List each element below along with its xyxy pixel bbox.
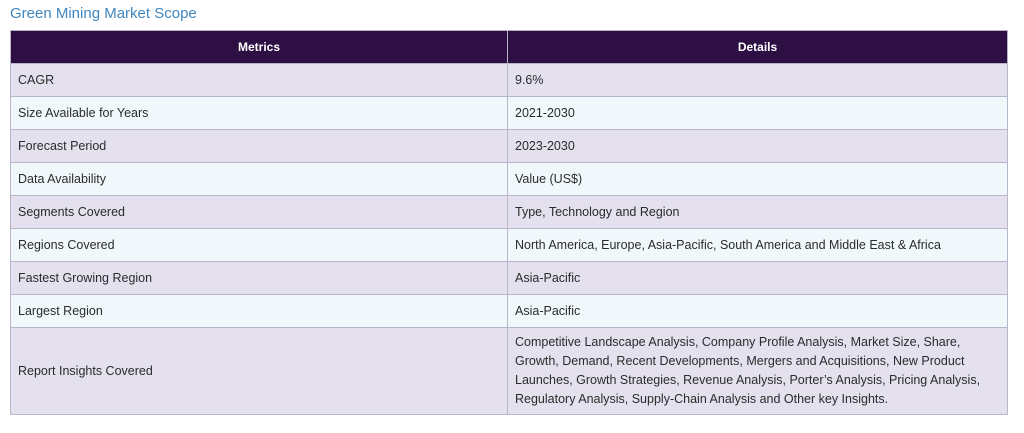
metric-cell: CAGR [10, 63, 508, 97]
metric-cell: Size Available for Years [10, 96, 508, 130]
metric-cell: Forecast Period [10, 129, 508, 163]
table-row-forecast-period: Forecast Period 2023-2030 [10, 129, 1008, 163]
table-row-fastest-growing-region: Fastest Growing Region Asia-Pacific [10, 261, 1008, 295]
table-row-segments-covered: Segments Covered Type, Technology and Re… [10, 195, 1008, 229]
table-row-report-insights: Report Insights Covered Competitive Land… [10, 327, 1008, 415]
detail-cell: Asia-Pacific [507, 261, 1008, 295]
metric-cell: Regions Covered [10, 228, 508, 262]
table-row-size-available: Size Available for Years 2021-2030 [10, 96, 1008, 130]
table-row-regions-covered: Regions Covered North America, Europe, A… [10, 228, 1008, 262]
table-row-largest-region: Largest Region Asia-Pacific [10, 294, 1008, 328]
market-scope-table: Metrics Details CAGR 9.6% Size Available… [10, 30, 1008, 415]
metric-cell: Data Availability [10, 162, 508, 196]
detail-cell: Type, Technology and Region [507, 195, 1008, 229]
detail-cell: Asia-Pacific [507, 294, 1008, 328]
table-header-row: Metrics Details [10, 30, 1008, 64]
table-row-cagr: CAGR 9.6% [10, 63, 1008, 97]
detail-cell: 9.6% [507, 63, 1008, 97]
metric-cell: Report Insights Covered [10, 327, 508, 415]
metric-cell: Largest Region [10, 294, 508, 328]
detail-cell: 2023-2030 [507, 129, 1008, 163]
metric-cell: Segments Covered [10, 195, 508, 229]
detail-cell: Value (US$) [507, 162, 1008, 196]
header-metrics: Metrics [10, 30, 508, 64]
header-details: Details [507, 30, 1008, 64]
metric-cell: Fastest Growing Region [10, 261, 508, 295]
detail-cell: 2021-2030 [507, 96, 1008, 130]
page-title: Green Mining Market Scope [10, 5, 197, 22]
detail-cell: North America, Europe, Asia-Pacific, Sou… [507, 228, 1008, 262]
table-row-data-availability: Data Availability Value (US$) [10, 162, 1008, 196]
detail-cell: Competitive Landscape Analysis, Company … [507, 327, 1008, 415]
